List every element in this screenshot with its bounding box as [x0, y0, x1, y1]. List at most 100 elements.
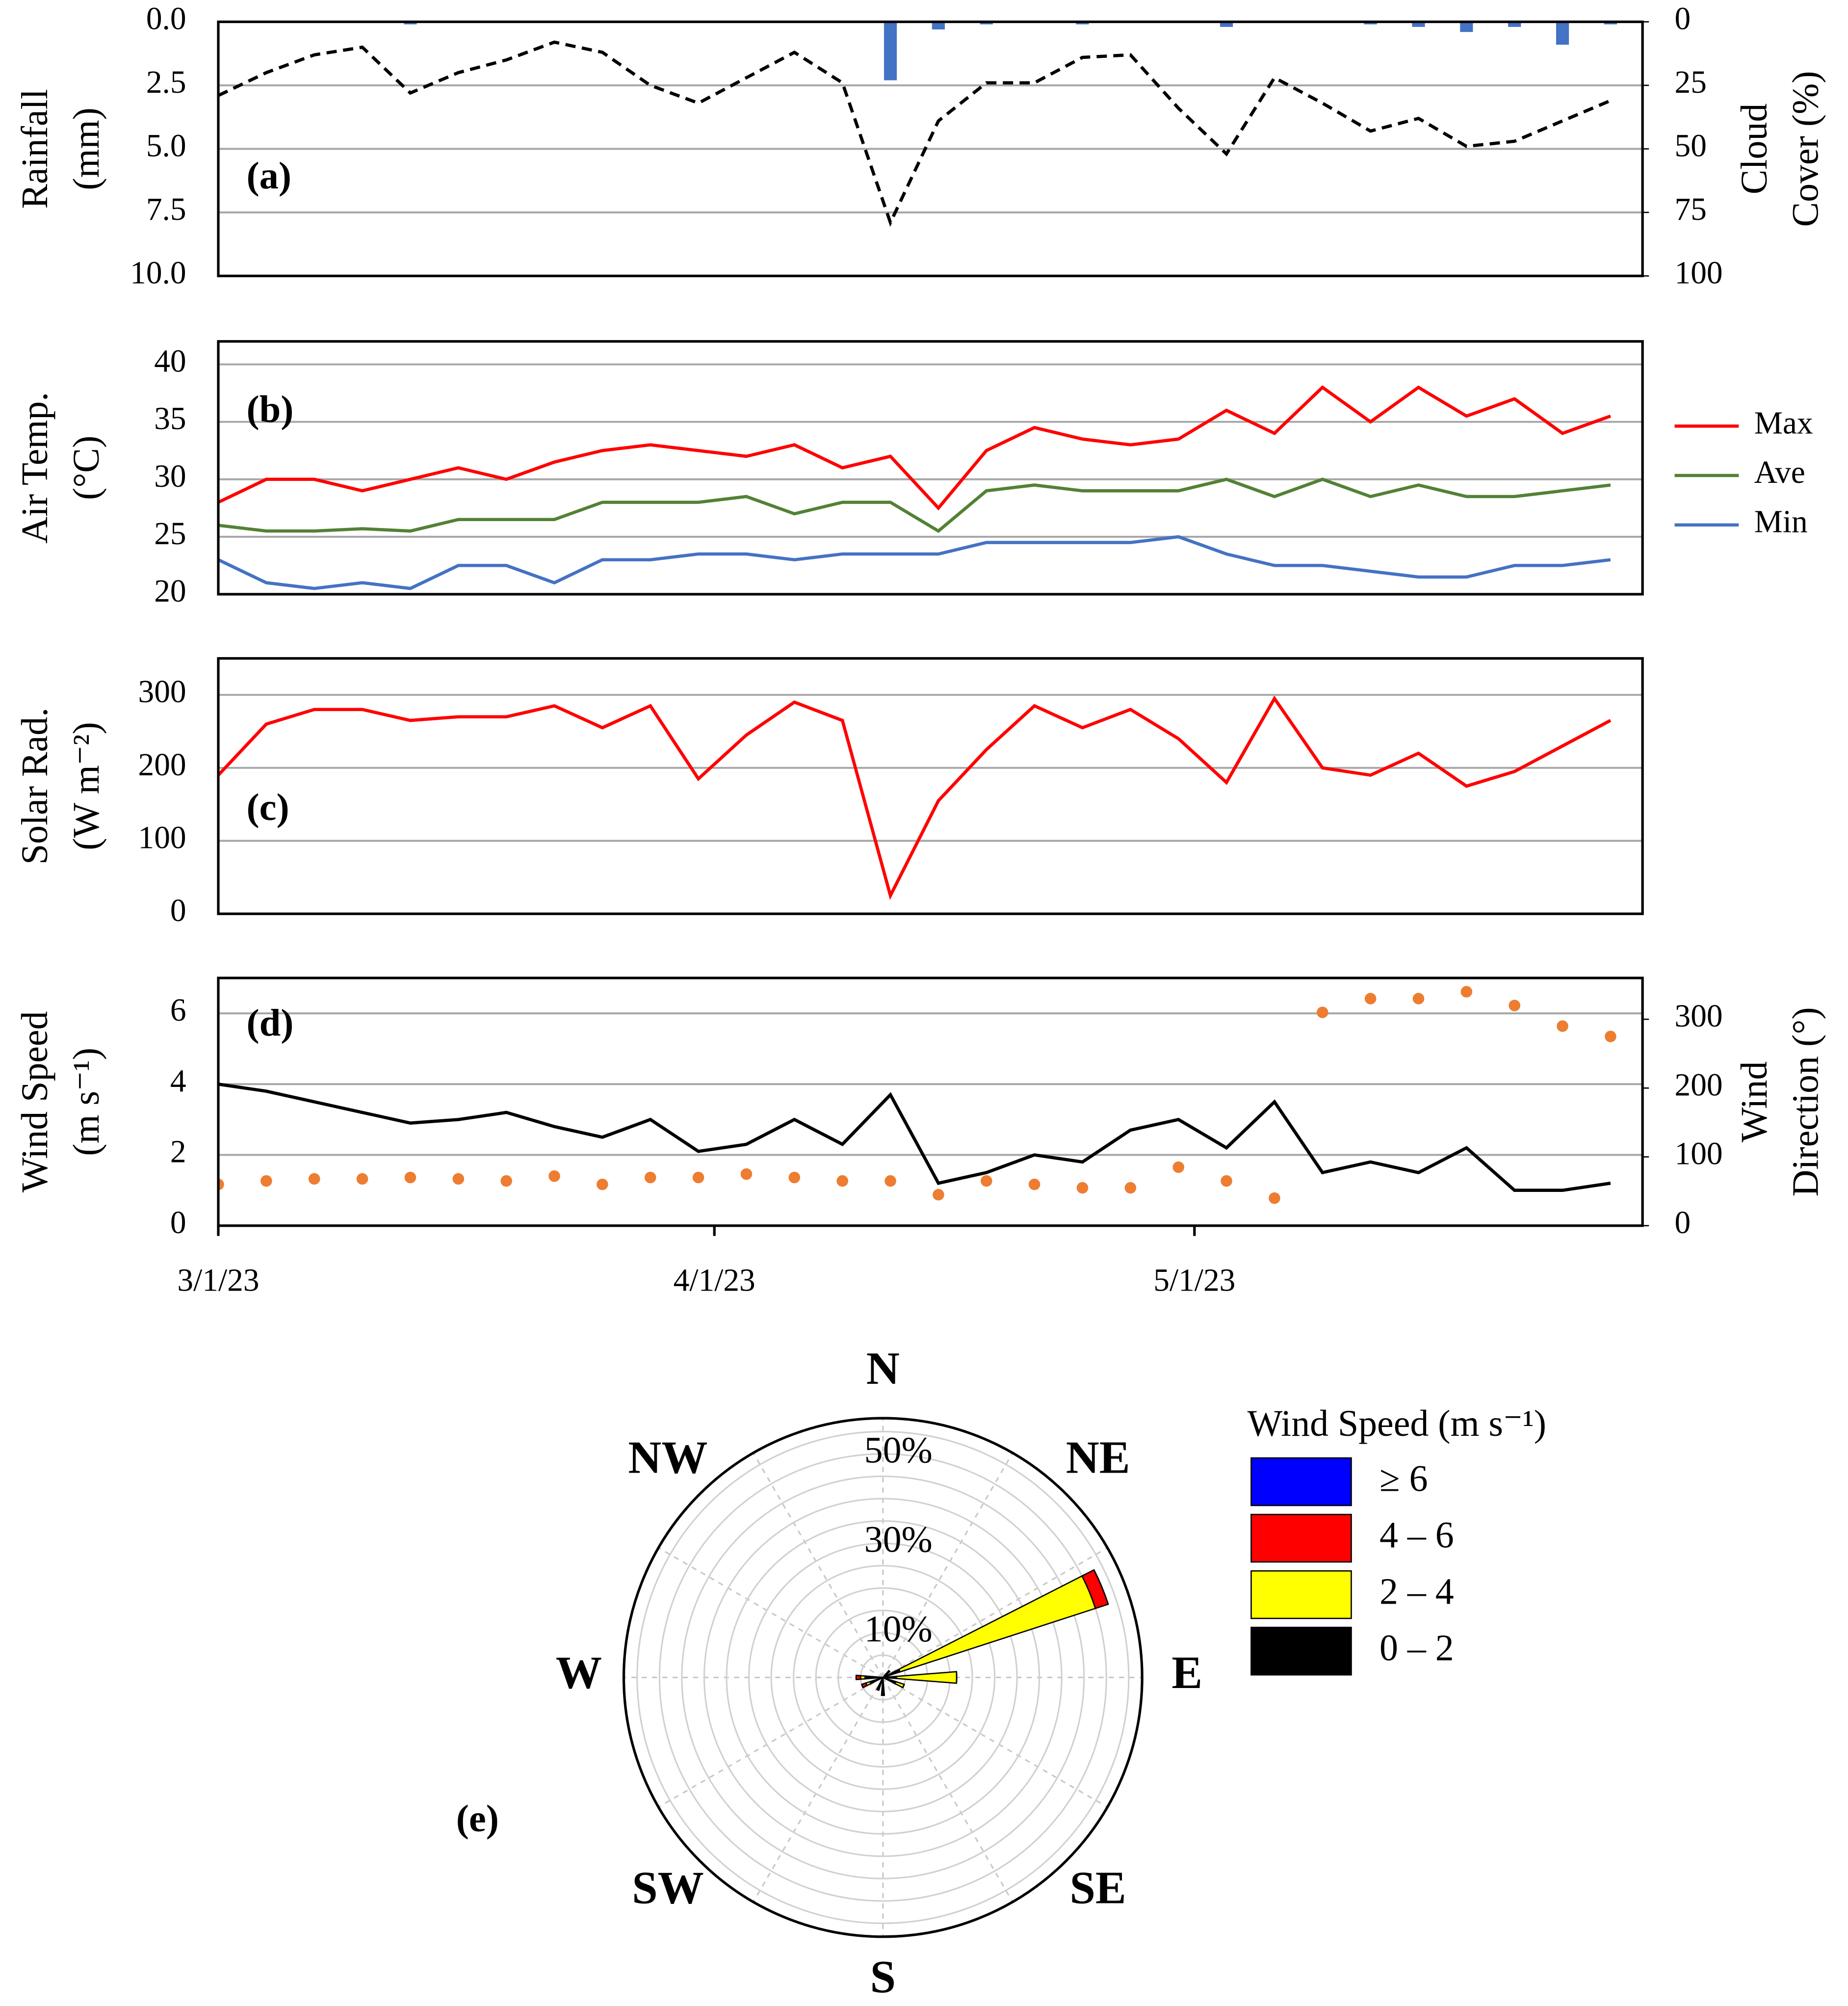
point: [452, 1173, 465, 1185]
line: [218, 535, 1611, 590]
point: [1172, 1161, 1184, 1173]
y2-tick-label: 50: [1675, 128, 1707, 163]
y2-tick-label: 75: [1675, 192, 1707, 227]
y2-tick-label: 300: [1675, 999, 1723, 1034]
point: [1221, 1175, 1232, 1187]
grid-ring: [681, 1475, 1085, 1879]
legend-swatch: [1250, 1513, 1352, 1563]
y2-tick-label: 0: [1675, 1, 1691, 36]
y-tick-label: 40: [154, 344, 186, 379]
bar: [1508, 22, 1521, 27]
legend-swatch: [1250, 1627, 1352, 1676]
r-tick-label: 10%: [864, 1609, 933, 1650]
plot-frame: [217, 977, 1644, 1227]
y-axis-label: (W m⁻²): [66, 722, 107, 850]
rose-wedge: [876, 1689, 879, 1691]
bar: [1220, 22, 1233, 27]
bar: [1460, 22, 1473, 32]
y-tick-label: 20: [154, 574, 186, 609]
compass-label: N: [866, 1343, 900, 1394]
y2-axis-label: Cover (%): [1785, 71, 1826, 227]
panel-label: (e): [456, 1797, 499, 1840]
compass-label: E: [1171, 1647, 1202, 1698]
point: [836, 1175, 848, 1187]
plot-frame: [217, 657, 1644, 915]
y2-axis-label: Direction (°): [1785, 1007, 1826, 1196]
y-axis-label: (°C): [66, 436, 107, 500]
r-tick-label: 50%: [864, 1429, 933, 1471]
x-tick-label: 3/1/23: [177, 1263, 259, 1298]
spoke: [882, 1452, 1014, 1678]
point: [1028, 1178, 1041, 1190]
point: [1509, 1000, 1520, 1011]
legend-label: 2 – 4: [1379, 1571, 1454, 1612]
point: [1412, 993, 1425, 1004]
point: [500, 1175, 512, 1187]
y-axis-label: (mm): [66, 107, 107, 190]
y-tick-label: 100: [138, 820, 186, 856]
point: [980, 1175, 992, 1187]
grid-ring: [636, 1430, 1130, 1925]
grid-ring: [770, 1565, 996, 1790]
spoke: [753, 1452, 884, 1678]
point: [1364, 993, 1377, 1004]
plot: [218, 385, 1612, 590]
line: [218, 385, 1612, 511]
bar: [1412, 22, 1425, 27]
y-tick-label: 7.5: [146, 192, 186, 227]
y-axis-label: Wind Speed: [14, 1011, 55, 1193]
bar: [932, 22, 945, 29]
y2-tick-label: 200: [1675, 1067, 1723, 1103]
compass-label: S: [870, 1952, 896, 2003]
point: [1605, 1030, 1616, 1042]
legend-label: Min: [1754, 504, 1808, 540]
y-tick-label: 25: [154, 516, 186, 552]
grid-ring: [726, 1520, 1041, 1835]
legend-label: 0 – 2: [1379, 1628, 1454, 1669]
r-tick-label: 30%: [864, 1519, 933, 1560]
rose-wedge: [859, 1675, 866, 1680]
compass-label: NE: [1066, 1432, 1130, 1483]
legend-label: Max: [1754, 405, 1813, 441]
y-axis-label: Rainfall: [14, 89, 55, 209]
y2-axis-label: Cloud: [1734, 104, 1775, 194]
compass-label: SW: [632, 1862, 704, 1913]
point: [1124, 1182, 1137, 1194]
panel-label: (d): [247, 1001, 294, 1044]
y-tick-label: 4: [170, 1063, 186, 1099]
spoke: [882, 1677, 1014, 1902]
legend-title: Wind Speed (m s⁻¹): [1248, 1403, 1546, 1444]
grid-ring: [703, 1498, 1063, 1857]
line: [218, 477, 1611, 533]
point: [1316, 1006, 1328, 1018]
point: [548, 1170, 560, 1182]
y-tick-label: 0: [170, 1205, 186, 1241]
point: [644, 1171, 656, 1184]
y-tick-label: 35: [154, 401, 186, 437]
point: [1557, 1020, 1568, 1032]
rose-frame: [622, 1417, 1144, 1938]
point: [740, 1168, 753, 1180]
x-tick-label: 5/1/23: [1153, 1263, 1235, 1298]
panel-label: (a): [247, 154, 291, 197]
bar: [1556, 22, 1569, 45]
y2-axis-label: Wind: [1734, 1061, 1775, 1142]
y-tick-label: 0: [170, 893, 186, 928]
line: [218, 695, 1612, 900]
legend-label: Ave: [1754, 455, 1805, 490]
point: [885, 1175, 896, 1187]
point: [788, 1171, 801, 1184]
point: [404, 1171, 416, 1184]
y-tick-label: 0.0: [146, 1, 186, 36]
legend-swatch: [1250, 1457, 1352, 1506]
rose-wedge: [888, 1670, 890, 1672]
spoke: [883, 1547, 1108, 1678]
plot-frame: [217, 340, 1644, 596]
plot: [218, 986, 1616, 1204]
point: [308, 1173, 320, 1185]
legend-swatch: [1250, 1570, 1352, 1619]
plot: [218, 695, 1612, 900]
bar: [884, 22, 897, 80]
compass-label: W: [556, 1647, 602, 1698]
spoke: [658, 1677, 884, 1808]
